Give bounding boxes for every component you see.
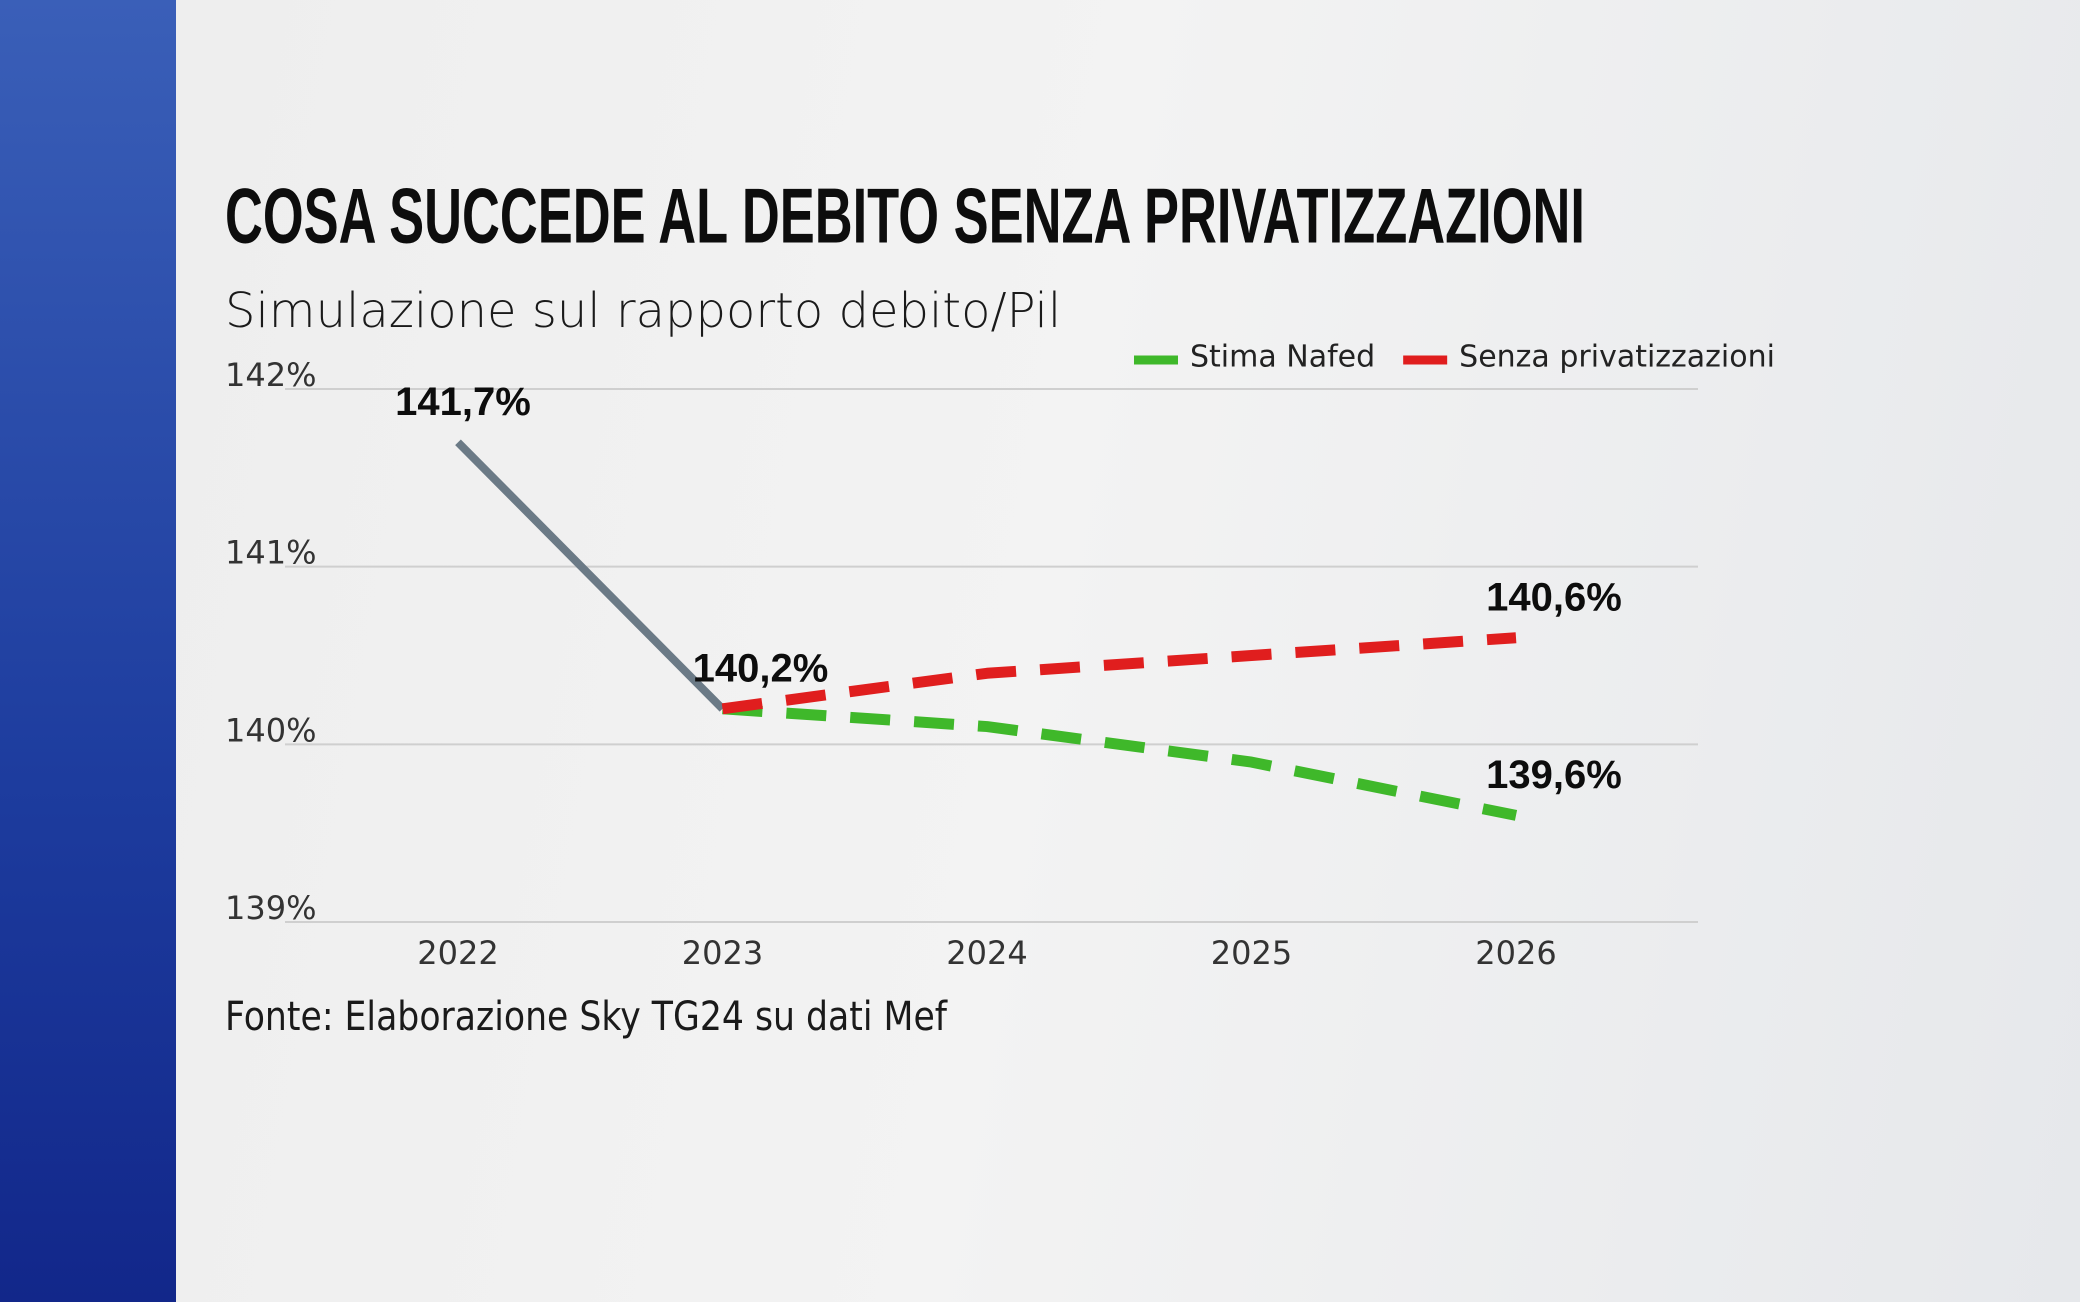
legend-label: Senza privatizzazioni [1459, 340, 1775, 375]
series-line [455, 439, 726, 712]
value-label: 140,2% [693, 646, 829, 690]
series-line [721, 632, 1517, 715]
x-tick-label: 2025 [1211, 934, 1292, 972]
chart-title: COSA SUCCEDE AL DEBITO SENZA PRIVATIZZAZ… [225, 172, 1585, 260]
x-tick-label: 2024 [946, 934, 1027, 972]
value-label: 140,6% [1486, 575, 1622, 619]
value-label: 141,7% [395, 380, 531, 424]
side-band [0, 0, 176, 1302]
source-note: Fonte: Elaborazione Sky TG24 su dati Mef [225, 994, 948, 1040]
y-tick-label: 141% [225, 534, 316, 572]
y-tick-label: 140% [225, 711, 316, 749]
legend-label: Stima Nafed [1190, 340, 1375, 375]
x-tick-label: 2022 [417, 934, 498, 972]
value-label: 139,6% [1486, 753, 1622, 797]
x-tick-label: 2026 [1475, 934, 1556, 972]
y-tick-label: 142% [225, 356, 316, 394]
x-tick-label: 2023 [682, 934, 763, 972]
chart-subtitle: Simulazione sul rapporto debito/Pil [225, 283, 1061, 339]
series-line [722, 703, 1518, 821]
y-tick-label: 139% [225, 889, 316, 927]
